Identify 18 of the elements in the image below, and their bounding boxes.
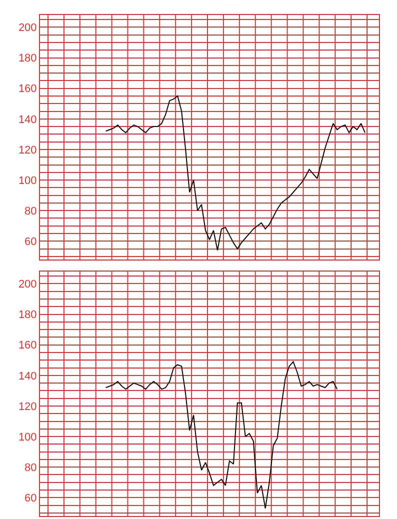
y-tick-label: 140 [18, 114, 37, 126]
y-tick-label: 80 [24, 205, 37, 218]
line-series [105, 95, 366, 251]
y-tick-label: 140 [18, 370, 37, 382]
y-tick-label: 160 [18, 83, 37, 96]
line-series [105, 361, 338, 509]
y-tick-label: 120 [18, 400, 37, 413]
y-tick-label: 120 [18, 144, 37, 156]
y-tick-label: 180 [18, 52, 37, 65]
y-tick-label: 200 [18, 278, 37, 291]
y-tick-label: 180 [18, 309, 37, 322]
y-tick-label: 60 [24, 236, 37, 248]
y-tick-label: 100 [18, 431, 37, 444]
y-tick-label: 80 [24, 462, 37, 474]
y-tick-label: 100 [18, 174, 37, 187]
y-tick-label: 60 [24, 492, 37, 505]
y-tick-label: 200 [18, 22, 37, 34]
y-tick-label: 160 [18, 340, 37, 352]
